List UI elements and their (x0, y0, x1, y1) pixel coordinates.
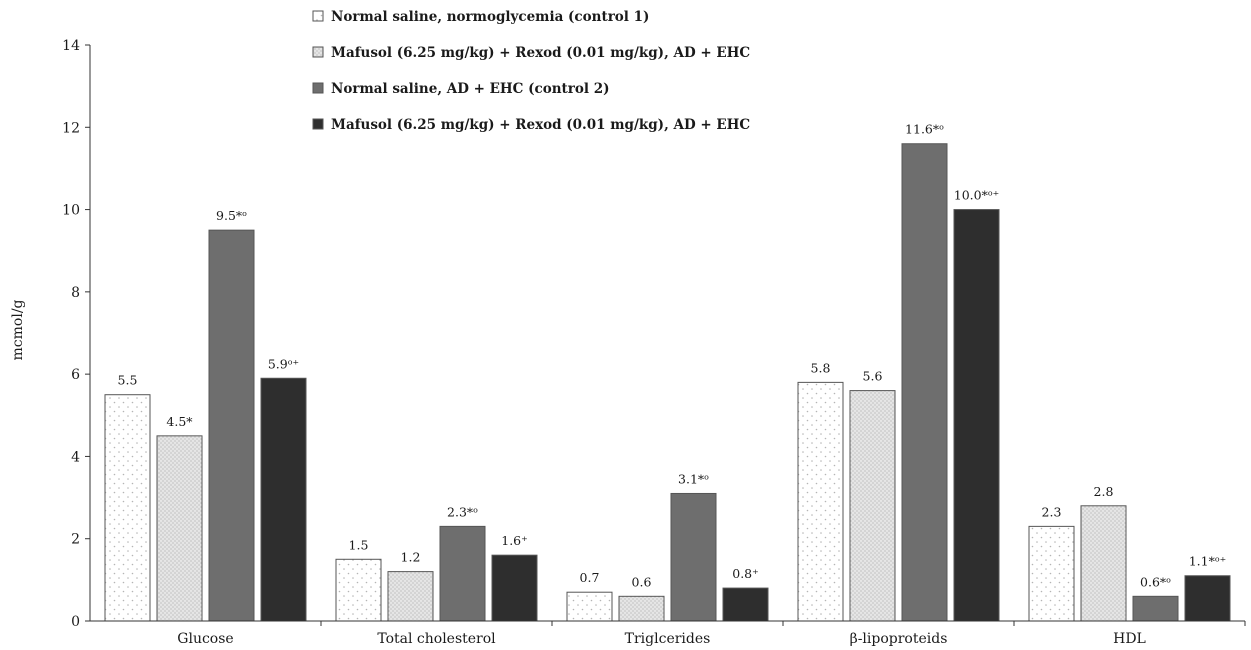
x-tick-label: HDL (1113, 631, 1146, 647)
legend-entry: Mafusol (6.25 mg/kg) + Rexod (0.01 mg/kg… (331, 117, 750, 133)
data-label: 3.1*ᵒ (678, 471, 709, 486)
bar (1184, 575, 1231, 622)
y-tick-label: 0 (71, 614, 80, 630)
x-tick-label: Total cholesterol (377, 631, 496, 647)
data-label: 11.6*ᵒ (905, 122, 944, 137)
x-tick-label: Glucose (177, 631, 233, 647)
y-tick-label: 4 (71, 449, 80, 465)
bar (260, 377, 307, 622)
data-label: 5.6 (863, 369, 883, 384)
legend-swatch (312, 10, 324, 22)
legend-entry: Mafusol (6.25 mg/kg) + Rexod (0.01 mg/kg… (331, 45, 750, 61)
y-axis-label: mcmol/g (10, 299, 26, 360)
bar (849, 390, 896, 622)
y-tick-label: 2 (71, 532, 80, 548)
bar (491, 554, 538, 622)
y-tick-label: 8 (71, 285, 80, 301)
data-label: 1.2 (401, 550, 421, 565)
legend-entry: Normal saline, normoglycemia (control 1) (331, 9, 649, 25)
x-axis: Glucose Total cholesterol Triglcerides β-li… (177, 621, 1246, 647)
bar (797, 381, 844, 622)
data-label: 0.7 (580, 570, 600, 585)
bar (670, 492, 717, 622)
data-label: 0.8⁺ (732, 566, 758, 581)
bar (104, 394, 151, 622)
legend-swatch (312, 118, 324, 130)
data-label: 5.5 (118, 373, 138, 388)
bar (901, 143, 948, 622)
bar (387, 571, 434, 622)
data-label: 0.6 (632, 574, 652, 589)
bar (156, 435, 203, 622)
legend-swatch (312, 46, 324, 58)
bar (566, 591, 613, 622)
y-tick-label: 14 (62, 38, 80, 54)
y-axis: 0 2 4 6 8 10 12 14 (62, 38, 90, 630)
data-label: 4.5* (166, 414, 193, 429)
data-label: 1.1*ᵒ⁺ (1189, 554, 1227, 569)
bar (1028, 525, 1075, 622)
data-label: 2.3 (1042, 504, 1062, 519)
bars (104, 143, 1231, 622)
bar-labels: 5.5 4.5* 9.5*ᵒ 5.9ᵒ⁺ 1.5 1.2 2.3*ᵒ 1.6⁺ 0.7 0.6 3.… (118, 122, 1227, 590)
x-tick-label: β-lipoproteids (850, 631, 948, 647)
data-label: 1.5 (349, 537, 369, 552)
data-label: 5.8 (811, 360, 831, 375)
data-label: 10.0*ᵒ⁺ (954, 188, 1000, 203)
bar (335, 558, 382, 622)
data-label: 2.3*ᵒ (447, 504, 478, 519)
bar (1080, 505, 1127, 622)
bar (722, 587, 769, 622)
bar (953, 209, 1000, 622)
data-label: 9.5*ᵒ (216, 208, 247, 223)
bar (1132, 595, 1179, 622)
bar (618, 595, 665, 622)
x-tick-label: Triglcerides (625, 631, 711, 647)
legend-swatch (312, 82, 324, 94)
y-tick-label: 12 (62, 120, 80, 136)
y-tick-label: 10 (62, 203, 80, 219)
bar (439, 525, 486, 622)
data-label: 5.9ᵒ⁺ (268, 356, 299, 371)
bar (208, 229, 255, 622)
data-label: 2.8 (1094, 484, 1114, 499)
data-label: 1.6⁺ (501, 533, 527, 548)
legend: Normal saline, normoglycemia (control 1)… (312, 9, 750, 133)
data-label: 0.6*ᵒ (1140, 574, 1171, 589)
legend-entry: Normal saline, AD + EHC (control 2) (331, 81, 610, 97)
y-tick-label: 6 (71, 367, 80, 383)
